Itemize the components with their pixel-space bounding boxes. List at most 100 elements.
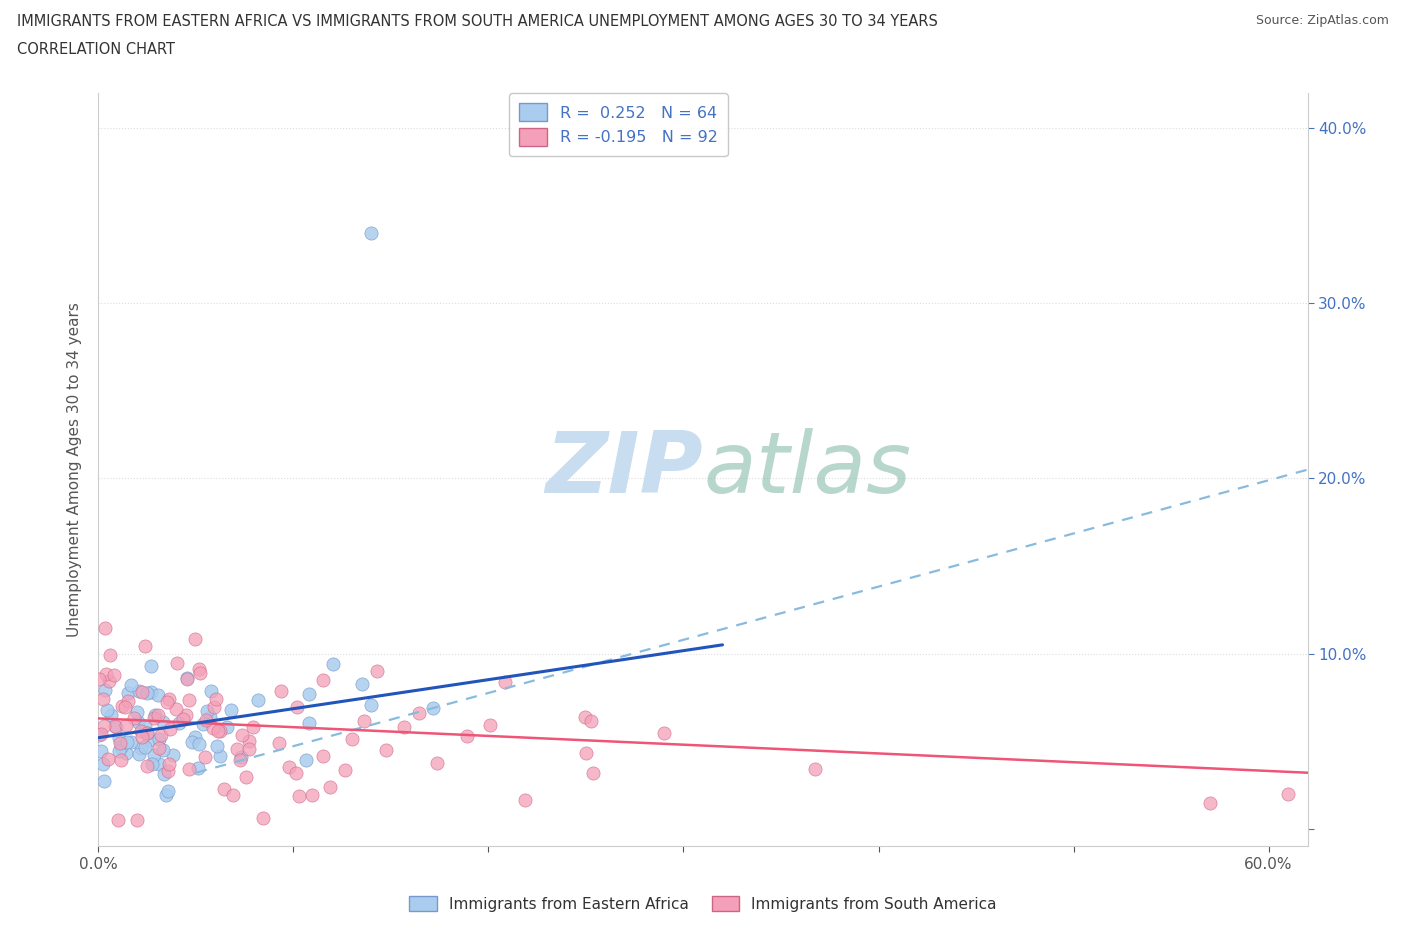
Point bbox=[93, 774, 115, 789]
Point bbox=[360, 698, 382, 712]
Point bbox=[93, 620, 115, 635]
Point bbox=[202, 699, 225, 714]
Point bbox=[120, 677, 142, 692]
Point bbox=[1199, 795, 1222, 810]
Point bbox=[136, 725, 159, 740]
Point bbox=[138, 733, 160, 748]
Point bbox=[156, 764, 179, 778]
Point bbox=[350, 676, 373, 691]
Point bbox=[312, 749, 335, 764]
Point bbox=[360, 226, 382, 241]
Point bbox=[270, 684, 292, 698]
Point bbox=[141, 658, 163, 673]
Point bbox=[235, 769, 257, 784]
Point bbox=[114, 699, 136, 714]
Point bbox=[340, 732, 363, 747]
Point bbox=[100, 707, 122, 722]
Point bbox=[252, 811, 274, 826]
Point bbox=[574, 710, 596, 724]
Point bbox=[91, 757, 114, 772]
Point bbox=[148, 741, 170, 756]
Text: CORRELATION CHART: CORRELATION CHART bbox=[17, 42, 174, 57]
Point bbox=[287, 700, 309, 715]
Point bbox=[157, 757, 180, 772]
Point bbox=[152, 766, 174, 781]
Point bbox=[90, 726, 112, 741]
Point bbox=[98, 673, 121, 688]
Point bbox=[110, 698, 132, 713]
Point bbox=[172, 711, 194, 726]
Text: ZIP: ZIP bbox=[546, 428, 703, 512]
Point bbox=[204, 692, 226, 707]
Point bbox=[188, 737, 211, 751]
Point bbox=[136, 725, 159, 740]
Point bbox=[157, 783, 180, 798]
Point bbox=[162, 748, 184, 763]
Point bbox=[322, 656, 344, 671]
Point bbox=[166, 655, 188, 670]
Point bbox=[179, 762, 201, 777]
Point bbox=[201, 720, 224, 735]
Point bbox=[142, 748, 165, 763]
Point bbox=[515, 793, 537, 808]
Point bbox=[188, 662, 211, 677]
Point bbox=[98, 647, 121, 662]
Point bbox=[121, 735, 143, 750]
Point bbox=[122, 711, 145, 725]
Point bbox=[176, 671, 198, 686]
Point bbox=[652, 725, 675, 740]
Point bbox=[209, 749, 232, 764]
Point bbox=[194, 750, 217, 764]
Point bbox=[141, 684, 163, 699]
Point bbox=[94, 683, 117, 698]
Point bbox=[167, 715, 190, 730]
Point bbox=[103, 667, 125, 682]
Point bbox=[1277, 786, 1299, 801]
Point bbox=[125, 704, 148, 719]
Point bbox=[134, 739, 156, 754]
Point bbox=[125, 813, 148, 828]
Point bbox=[148, 707, 170, 722]
Point bbox=[247, 693, 270, 708]
Point bbox=[333, 762, 356, 777]
Point bbox=[90, 744, 112, 759]
Point bbox=[96, 703, 118, 718]
Point bbox=[117, 685, 139, 700]
Point bbox=[129, 740, 152, 755]
Point bbox=[219, 702, 242, 717]
Point bbox=[366, 664, 388, 679]
Point bbox=[575, 745, 598, 760]
Point bbox=[312, 672, 335, 687]
Point bbox=[231, 750, 253, 764]
Point bbox=[284, 765, 307, 780]
Point bbox=[129, 724, 152, 738]
Legend: R =  0.252   N = 64, R = -0.195   N = 92: R = 0.252 N = 64, R = -0.195 N = 92 bbox=[509, 93, 728, 156]
Text: atlas: atlas bbox=[703, 428, 911, 512]
Point bbox=[156, 695, 179, 710]
Point bbox=[155, 788, 177, 803]
Point bbox=[191, 716, 214, 731]
Point bbox=[267, 736, 290, 751]
Point bbox=[93, 718, 115, 733]
Point bbox=[115, 735, 138, 750]
Point bbox=[426, 756, 449, 771]
Point bbox=[226, 741, 249, 756]
Point bbox=[96, 667, 118, 682]
Point bbox=[148, 732, 170, 747]
Point bbox=[238, 734, 260, 749]
Point bbox=[200, 684, 222, 698]
Point bbox=[128, 746, 150, 761]
Point bbox=[146, 688, 169, 703]
Point bbox=[135, 685, 157, 700]
Point bbox=[152, 742, 174, 757]
Y-axis label: Unemployment Among Ages 30 to 34 years: Unemployment Among Ages 30 to 34 years bbox=[66, 302, 82, 637]
Point bbox=[494, 675, 516, 690]
Point bbox=[131, 684, 153, 699]
Point bbox=[107, 744, 129, 759]
Point bbox=[422, 700, 444, 715]
Point bbox=[104, 719, 127, 734]
Point bbox=[148, 757, 170, 772]
Point bbox=[150, 727, 173, 742]
Point bbox=[141, 757, 163, 772]
Point bbox=[301, 788, 323, 803]
